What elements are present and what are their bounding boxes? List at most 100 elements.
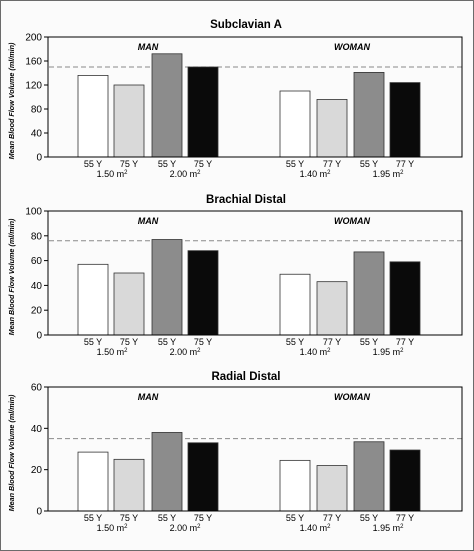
chart-panel-1: Subclavian A Mean Blood Flow Volume (ml/m… (7, 19, 463, 179)
y-tick-label: 20 (31, 306, 43, 317)
y-tick-label: 100 (25, 207, 42, 218)
bsa-superscript: 2 (124, 524, 128, 530)
y-axis-label: Mean Blood Flow Volume (ml/min) (7, 218, 16, 335)
group-label: MAN (138, 42, 159, 52)
bsa-label: 1.40 m2 (300, 347, 332, 357)
group-label: MAN (138, 392, 159, 402)
y-tick-label: 0 (36, 331, 42, 342)
group-label: WOMAN (334, 42, 370, 52)
y-tick-label: 200 (25, 33, 42, 44)
x-tick-label: 55 Y (84, 337, 102, 347)
bsa-label: 2.00 m2 (170, 169, 202, 179)
x-tick-label: 77 Y (396, 337, 414, 347)
x-tick-label: 55 Y (158, 159, 176, 169)
x-tick-label: 55 Y (286, 513, 304, 523)
bar (353, 251, 385, 336)
bar (113, 272, 145, 336)
x-tick-label: 75 Y (194, 159, 212, 169)
bsa-superscript: 2 (124, 170, 128, 176)
bar (77, 263, 109, 336)
chart-panel-3: Radial Distal Mean Blood Flow Volume (ml/… (7, 371, 463, 533)
bar (316, 465, 348, 512)
bsa-label: 2.00 m2 (170, 523, 202, 533)
bar (151, 239, 183, 336)
bsa-superscript: 2 (197, 348, 201, 354)
plot-frame (47, 386, 463, 512)
bsa-superscript: 2 (197, 524, 201, 530)
bsa-superscript: 2 (400, 170, 404, 176)
x-tick-label: 77 Y (323, 513, 341, 523)
bar (279, 273, 311, 336)
y-tick-label: 60 (31, 383, 43, 394)
bsa-label: 1.50 m2 (97, 169, 129, 179)
y-tick-label: 80 (31, 231, 43, 242)
bsa-superscript: 2 (327, 348, 331, 354)
x-tick-label: 55 Y (84, 159, 102, 169)
x-tick-label: 75 Y (194, 513, 212, 523)
bsa-superscript: 2 (124, 348, 128, 354)
bar (187, 66, 219, 158)
bar (151, 432, 183, 512)
y-tick-label: 120 (25, 81, 42, 92)
y-tick-label: 160 (25, 57, 42, 68)
y-axis-label: Mean Blood Flow Volume (ml/min) (7, 42, 16, 159)
x-tick-label: 77 Y (396, 513, 414, 523)
x-tick-label: 55 Y (360, 513, 378, 523)
bar (77, 75, 109, 158)
x-tick-label: 77 Y (323, 159, 341, 169)
bar (113, 84, 145, 158)
x-tick-label: 55 Y (84, 513, 102, 523)
y-tick-label: 0 (36, 153, 42, 164)
bsa-label: 1.95 m2 (373, 523, 405, 533)
bsa-label: 1.95 m2 (373, 347, 405, 357)
x-tick-label: 55 Y (158, 513, 176, 523)
y-tick-label: 40 (31, 281, 43, 292)
bsa-label: 1.95 m2 (373, 169, 405, 179)
bar (353, 441, 385, 512)
y-axis-label: Mean Blood Flow Volume (ml/min) (7, 394, 16, 511)
bar (353, 72, 385, 158)
bar (279, 90, 311, 158)
bar (316, 281, 348, 336)
y-tick-label: 80 (31, 105, 43, 116)
x-tick-label: 75 Y (120, 337, 138, 347)
x-tick-label: 77 Y (396, 159, 414, 169)
bsa-superscript: 2 (327, 170, 331, 176)
bar (279, 459, 311, 512)
bsa-label: 1.50 m2 (97, 347, 129, 357)
x-tick-label: 75 Y (120, 159, 138, 169)
x-tick-label: 77 Y (323, 337, 341, 347)
bsa-label: 1.40 m2 (300, 169, 332, 179)
plot-frame (47, 210, 463, 336)
bsa-superscript: 2 (400, 348, 404, 354)
y-tick-label: 0 (36, 507, 42, 518)
bar (151, 53, 183, 158)
chart-panel-2: Brachial Distal Mean Blood Flow Volume (m… (7, 194, 463, 357)
x-tick-label: 55 Y (286, 337, 304, 347)
x-tick-label: 55 Y (158, 337, 176, 347)
bsa-superscript: 2 (327, 524, 331, 530)
bar (77, 451, 109, 512)
plot-frame (47, 36, 463, 158)
x-tick-label: 55 Y (360, 159, 378, 169)
bsa-label: 1.40 m2 (300, 523, 332, 533)
bsa-superscript: 2 (197, 170, 201, 176)
chart-title: Subclavian A (210, 19, 282, 31)
bar (389, 82, 421, 158)
bar (187, 442, 219, 512)
bar (113, 458, 145, 512)
group-label: MAN (138, 216, 159, 226)
x-tick-label: 75 Y (120, 513, 138, 523)
group-label: WOMAN (334, 392, 370, 402)
x-tick-label: 55 Y (286, 159, 304, 169)
x-tick-label: 75 Y (194, 337, 212, 347)
y-tick-label: 20 (31, 465, 43, 476)
y-tick-label: 60 (31, 256, 43, 267)
bar (389, 261, 421, 336)
x-tick-label: 55 Y (360, 337, 378, 347)
bar (187, 250, 219, 336)
y-tick-label: 40 (31, 129, 43, 140)
chart-title: Brachial Distal (206, 194, 286, 206)
